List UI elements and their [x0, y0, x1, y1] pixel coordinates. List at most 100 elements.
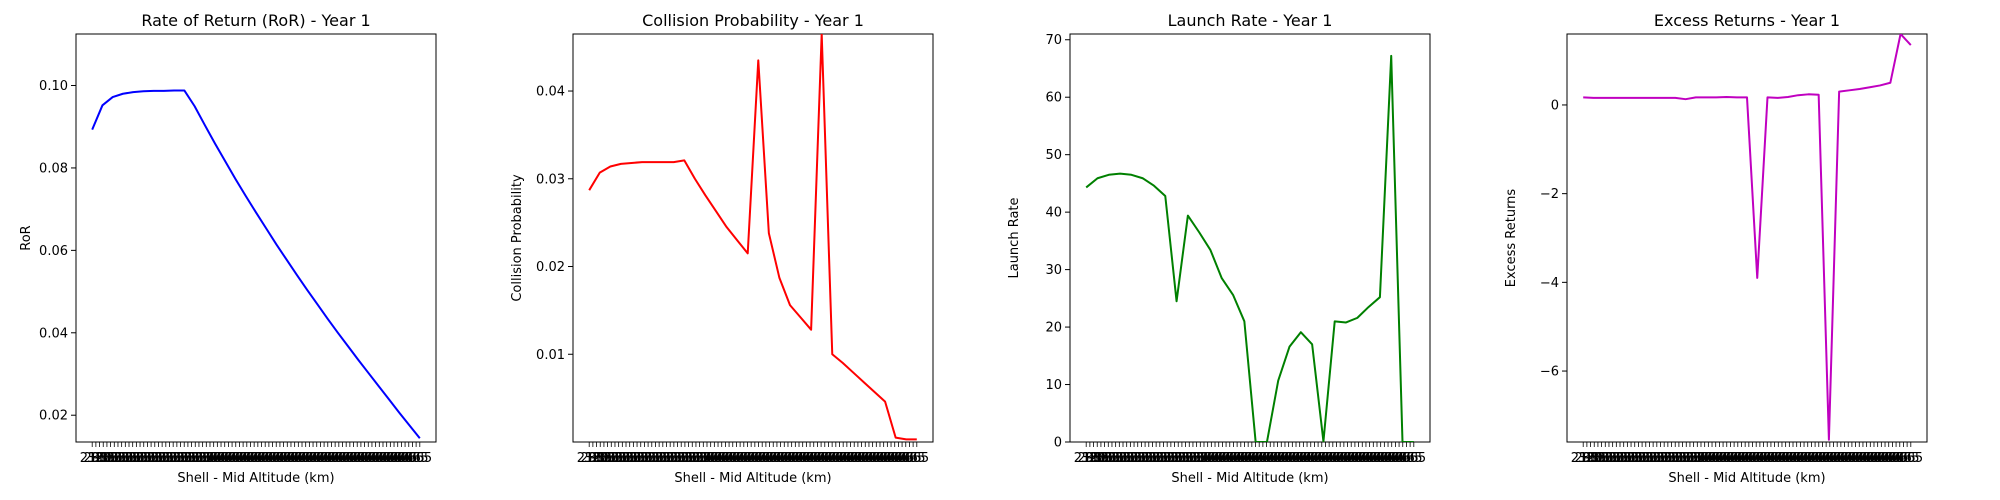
x-tick-label: 665 [1320, 451, 1345, 466]
y-tick-label: 0 [1551, 98, 1559, 113]
x-tick-label: 365 [606, 451, 631, 466]
x-tick-label: 365 [187, 451, 212, 466]
x-tick-label: 365 [588, 451, 613, 466]
x-tick-label: 665 [757, 451, 782, 466]
collision-chart: Collision Probability - Year 1 0.01 0.02 0.… [510, 11, 934, 486]
y-tick-label: 40 [1045, 206, 1062, 221]
chart-title: Launch Rate - Year 1 [1168, 11, 1333, 30]
x-tick-label: 665 [1873, 451, 1898, 466]
x-tick-label: 665 [1203, 451, 1228, 466]
x-tick-label: 665 [1821, 451, 1846, 466]
x-tick-label: 665 [374, 451, 399, 466]
x-tick-label: 665 [400, 451, 425, 466]
x-tick-label: 665 [1788, 451, 1813, 466]
x-tick-label: 665 [1350, 451, 1375, 466]
x-tick-label: 665 [389, 451, 414, 466]
x-tick-label: 665 [1869, 451, 1894, 466]
y-tick-label: −6 [1540, 365, 1559, 380]
x-tick-label: 665 [1733, 451, 1758, 466]
x-tick-label: 665 [1858, 451, 1883, 466]
x-tick-label: 365 [1125, 451, 1150, 466]
x-tick-label: 365 [1192, 451, 1217, 466]
x-tick-label: 665 [831, 451, 856, 466]
x-tick-label: 665 [356, 451, 381, 466]
x-tick-label: 665 [1317, 451, 1342, 466]
x-tick-label: 665 [326, 451, 351, 466]
x-tick-label: 365 [1611, 451, 1636, 466]
x-tick-label: 665 [1725, 451, 1750, 466]
x-tick-label: 665 [1740, 451, 1765, 466]
y-tick-label: 60 [1045, 91, 1062, 106]
x-tick-label: 365 [1199, 451, 1224, 466]
x-tick-label: 665 [352, 451, 377, 466]
x-tick-label: 665 [805, 451, 830, 466]
x-tick-label: 365 [621, 451, 646, 466]
x-tick-label: 365 [672, 451, 697, 466]
x-tick-label: 365 [698, 451, 723, 466]
x-tick-label: 665 [1770, 451, 1795, 466]
x-tick-label: 365 [1637, 451, 1662, 466]
x-tick-label: 365 [1633, 451, 1658, 466]
x-tick-label: 365 [201, 451, 226, 466]
x-axis-label: Shell - Mid Altitude (km) [1171, 471, 1328, 486]
y-axis-label: Launch Rate [1007, 197, 1022, 278]
x-tick-label: 665 [1361, 451, 1386, 466]
x-tick-label: 365 [1678, 451, 1703, 466]
x-tick-labels: 2182933203653653653653653653653653653653… [1571, 451, 1923, 466]
x-tick-label: 665 [334, 451, 359, 466]
x-tick-label: 365 [113, 451, 138, 466]
chart-title: Excess Returns - Year 1 [1654, 11, 1840, 30]
x-tick-label: 665 [1795, 451, 1820, 466]
x-tick-label: 665 [1354, 451, 1379, 466]
x-tick-label: 665 [1766, 451, 1791, 466]
x-tick-label: 665 [234, 451, 259, 466]
x-tick-label: 365 [1630, 451, 1655, 466]
x-tick-label: 665 [1217, 451, 1242, 466]
x-tick-label: 665 [1239, 451, 1264, 466]
x-tick-label: 665 [1284, 451, 1309, 466]
x-axis-label: Shell - Mid Altitude (km) [1668, 471, 1825, 486]
x-tick-label: 665 [893, 451, 918, 466]
x-tick-label: 665 [1365, 451, 1390, 466]
axes-frame [75, 33, 437, 443]
x-tick-label: 365 [1151, 451, 1176, 466]
x-tick-label: 665 [731, 451, 756, 466]
y-tick-label: 0.03 [536, 172, 565, 187]
x-tick-label: 365 [1107, 451, 1132, 466]
x-tick-label: 665 [1309, 451, 1334, 466]
x-tick-label: 665 [275, 451, 300, 466]
x-tick-label: 665 [1291, 451, 1316, 466]
y-tick-label: 0.02 [39, 409, 68, 424]
x-tick-label: 665 [783, 451, 808, 466]
x-tick-label: 665 [735, 451, 760, 466]
x-tick-label: 665 [1832, 451, 1857, 466]
x-tick-label: 365 [1177, 451, 1202, 466]
x-tick-label: 365 [1626, 451, 1651, 466]
x-ticks [1085, 442, 1415, 447]
x-tick-label: 365 [1597, 451, 1622, 466]
x-tick-label: 365 [1089, 451, 1114, 466]
x-tick-label: 320 [1578, 451, 1603, 466]
x-tick-label: 365 [1663, 451, 1688, 466]
x-tick-label: 665 [341, 451, 366, 466]
x-tick-label: 365 [1681, 451, 1706, 466]
x-tick-label: 365 [1641, 451, 1666, 466]
x-tick-label: 365 [665, 451, 690, 466]
x-tick-label: 665 [787, 451, 812, 466]
x-ticks [1582, 442, 1912, 447]
x-tick-label: 365 [1655, 451, 1680, 466]
x-tick-label: 665 [1206, 451, 1231, 466]
y-tick-label: 20 [1045, 321, 1062, 336]
x-tick-label: 665 [393, 451, 418, 466]
x-tick-label: 365 [190, 451, 215, 466]
x-tick-label: 293 [83, 451, 108, 466]
x-tick-label: 365 [106, 451, 131, 466]
x-tick-label: 665 [868, 451, 893, 466]
x-tick-label: 365 [1144, 451, 1169, 466]
x-tick-label: 665 [223, 451, 248, 466]
x-tick-label: 365 [1100, 451, 1125, 466]
x-tick-label: 665 [1714, 451, 1739, 466]
x-tick-label: 665 [1843, 451, 1868, 466]
x-tick-label: 218 [1074, 451, 1099, 466]
axes-frame [1069, 33, 1431, 443]
